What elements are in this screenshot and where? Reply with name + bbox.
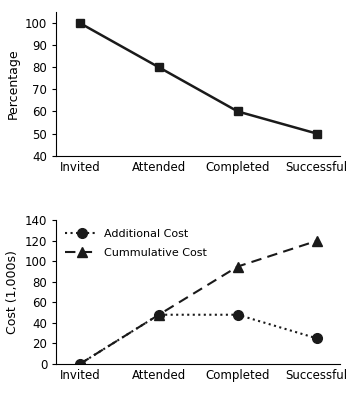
Additional Cost xyxy=(157,312,161,317)
Cummulative Cost xyxy=(236,264,240,269)
Additional Cost xyxy=(78,362,82,366)
Legend: Additional Cost, Cummulative Cost: Additional Cost, Cummulative Cost xyxy=(62,226,210,262)
Line: Additional Cost: Additional Cost xyxy=(75,310,322,369)
Additional Cost xyxy=(236,312,240,317)
Cummulative Cost xyxy=(314,238,319,243)
Cummulative Cost xyxy=(78,362,82,366)
Cummulative Cost xyxy=(157,312,161,317)
Y-axis label: Cost (1,000s): Cost (1,000s) xyxy=(6,250,19,334)
Y-axis label: Percentage: Percentage xyxy=(6,48,19,119)
Additional Cost xyxy=(314,336,319,341)
Line: Cummulative Cost: Cummulative Cost xyxy=(75,236,322,369)
